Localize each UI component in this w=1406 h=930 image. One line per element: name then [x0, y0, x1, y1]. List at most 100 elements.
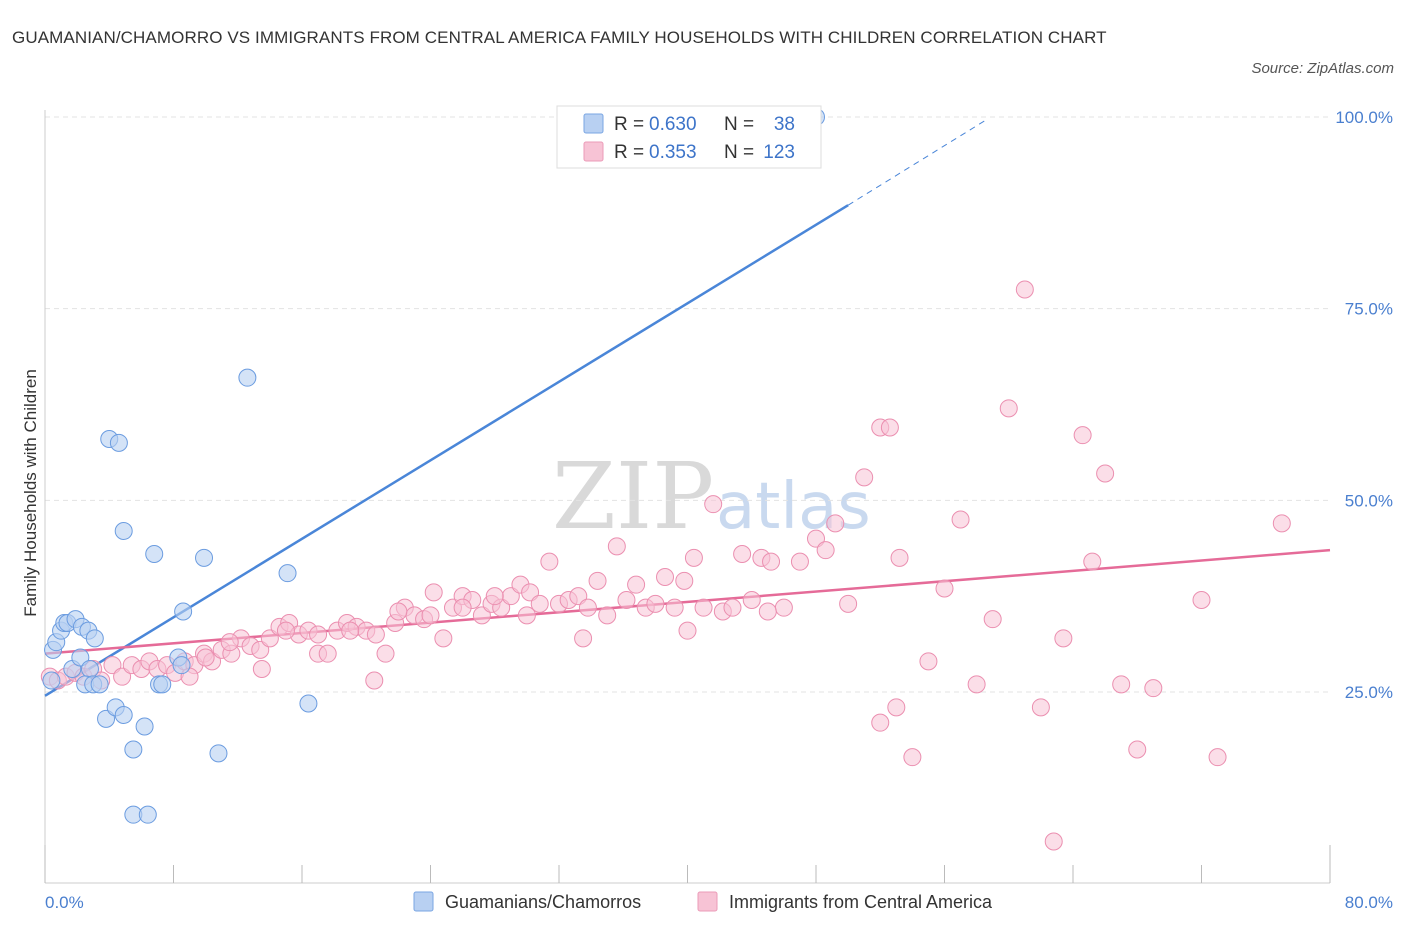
immigrants-point — [1112, 675, 1131, 694]
immigrants-point — [1208, 748, 1227, 767]
immigrants-point — [1015, 280, 1034, 299]
watermark-atlas: atlas — [716, 470, 871, 544]
immigrants-point — [723, 598, 742, 617]
immigrants-point — [1083, 552, 1102, 571]
guamanians-point — [42, 671, 61, 690]
trend-lines — [44, 120, 1331, 697]
chart-title: GUAMANIAN/CHAMORRO VS IMMIGRANTS FROM CE… — [12, 28, 1107, 47]
bottom-legend: Guamanians/Chamorros Immigrants from Cen… — [413, 891, 993, 912]
immigrants-point — [1054, 629, 1073, 648]
guamanians-point — [153, 675, 172, 694]
legend-swatch-pink — [583, 141, 604, 162]
immigrants-point — [935, 579, 954, 598]
chart-source: Source: ZipAtlas.com — [1251, 60, 1394, 77]
immigrants-point — [903, 748, 922, 767]
immigrants-point — [103, 656, 122, 675]
immigrants-point — [421, 606, 440, 625]
immigrants-point — [598, 606, 617, 625]
guamanians-point — [97, 709, 116, 728]
bottom-legend-swatch-blue — [413, 891, 434, 912]
immigrants-point — [826, 514, 845, 533]
bottom-legend-label-guamanians: Guamanians/Chamorros — [445, 892, 641, 912]
guamanians-point — [138, 805, 157, 824]
immigrants-point — [816, 541, 835, 560]
immigrants-point — [855, 468, 874, 487]
y-tick-label-25: 25.0% — [1345, 683, 1393, 702]
immigrants-point — [453, 598, 472, 617]
immigrants-point — [569, 587, 588, 606]
immigrants-point — [366, 625, 385, 644]
immigrants-point — [627, 575, 646, 594]
immigrants-point — [919, 652, 938, 671]
immigrants-point — [951, 510, 970, 529]
immigrants-point — [1096, 464, 1115, 483]
immigrants-point — [251, 640, 270, 659]
bottom-legend-label-immigrants: Immigrants from Central America — [729, 892, 993, 912]
immigrants-point — [389, 602, 408, 621]
immigrants-point — [341, 621, 360, 640]
immigrants-point — [880, 418, 899, 437]
immigrants-point — [113, 667, 132, 686]
immigrants-trend-line — [44, 548, 1331, 655]
guamanians-point — [135, 717, 154, 736]
immigrants-point — [694, 598, 713, 617]
guamanians-point — [71, 648, 90, 667]
y-axis-label: Family Households with Children — [21, 369, 40, 617]
immigrants-point — [665, 598, 684, 617]
immigrants-point — [318, 644, 337, 663]
guamanians-point — [90, 675, 109, 694]
immigrants-point — [220, 633, 239, 652]
guamanians-point — [195, 548, 214, 567]
immigrants-point — [887, 698, 906, 717]
axes — [44, 110, 1331, 884]
immigrants-point — [675, 571, 694, 590]
immigrants-point — [774, 598, 793, 617]
x-tick-label-max: 80.0% — [1345, 893, 1393, 912]
guamanians-trend-extension — [847, 120, 985, 206]
immigrants-point — [1192, 591, 1211, 609]
immigrants-point — [684, 548, 703, 567]
immigrants-point — [967, 675, 986, 694]
x-tick-label-min: 0.0% — [45, 893, 84, 912]
immigrants-point — [1044, 832, 1063, 851]
y-tick-label-75: 75.0% — [1345, 300, 1393, 319]
immigrants-point — [871, 713, 890, 732]
immigrants-point — [376, 644, 395, 663]
legend-r-label-2: R = — [614, 142, 644, 163]
immigrants-point — [578, 598, 597, 617]
legend-swatch-blue — [583, 113, 604, 134]
gridlines — [45, 116, 1330, 693]
immigrants-point — [365, 671, 384, 690]
series-immigrants-points — [40, 280, 1291, 851]
immigrants-point — [1128, 740, 1147, 759]
immigrants-point — [678, 621, 697, 640]
guamanians-point — [174, 602, 193, 621]
immigrants-point — [890, 548, 909, 567]
immigrants-point — [839, 594, 858, 613]
series-guamanians-points — [42, 108, 825, 824]
immigrants-point — [521, 583, 540, 602]
immigrants-point — [424, 583, 443, 602]
immigrants-point — [807, 529, 825, 548]
guamanians-point — [80, 660, 99, 678]
immigrants-point — [472, 606, 491, 625]
immigrants-point — [588, 571, 607, 590]
legend-n-label-2: N = — [724, 142, 754, 163]
legend-n-label-1: N = — [724, 114, 754, 135]
immigrants-point — [733, 545, 752, 563]
immigrants-point — [1144, 679, 1163, 698]
immigrants-point — [276, 621, 295, 640]
immigrants-point — [434, 629, 453, 648]
guamanians-point — [85, 629, 104, 648]
bottom-legend-swatch-pink — [697, 891, 718, 912]
guamanians-point — [238, 368, 257, 387]
immigrants-point — [607, 537, 626, 556]
immigrants-point — [196, 648, 215, 667]
immigrants-point — [485, 587, 504, 606]
immigrants-point — [742, 591, 761, 609]
guamanians-point — [172, 656, 191, 675]
immigrants-point — [574, 629, 593, 648]
guamanians-point — [109, 433, 128, 452]
guamanians-point — [124, 740, 143, 759]
